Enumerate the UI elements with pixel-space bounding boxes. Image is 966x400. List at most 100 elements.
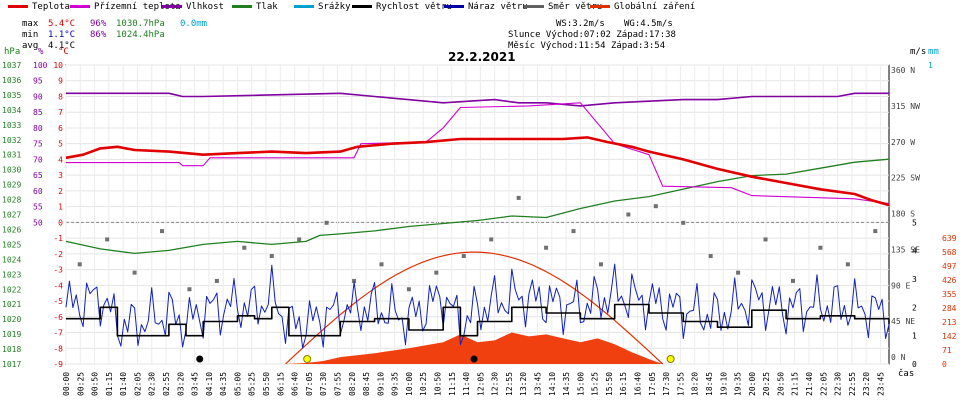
y-tick-hpa: 1023 [2, 270, 21, 279]
y-tick-dir: 225 SW [891, 174, 920, 183]
x-tick-label: 22:05 [819, 372, 828, 396]
stat-max-press: 1030.7hPa [116, 19, 165, 29]
x-tick-label: 08:45 [362, 372, 371, 396]
y-tick-rad: 284 [942, 304, 957, 313]
y-tick-temp: 6 [58, 124, 63, 133]
stat-max-hum: 96% [90, 19, 107, 29]
wind-dir-point [544, 245, 549, 250]
y-tick-temp: 9 [58, 77, 63, 86]
legend-label: Směr větru [548, 2, 603, 12]
x-tick-label: 17:30 [662, 372, 671, 396]
y-tick-pct: 70 [33, 155, 43, 164]
wind-dir-point [763, 237, 768, 242]
y-tick-temp: -6 [53, 313, 63, 322]
x-tick-label: 15:00 [576, 372, 585, 396]
y-tick-dir: 270 W [891, 138, 915, 147]
wind-dir-point [132, 270, 137, 275]
legend-swatch [232, 5, 252, 8]
legend-swatch [70, 5, 90, 8]
x-tick-label: 04:10 [205, 372, 214, 396]
y-tick-temp: 5 [58, 140, 63, 149]
wind-dir-point [269, 254, 274, 259]
wind-dir-point [790, 278, 795, 283]
y-tick-rad: 426 [942, 276, 957, 285]
y-tick-rad: 568 [942, 248, 957, 257]
wind-dir-point [214, 278, 219, 283]
x-tick-label: 23:20 [862, 372, 871, 396]
y-tick-hpa: 1032 [2, 136, 21, 145]
legend-label: Vlhkost [186, 2, 224, 12]
x-tick-label: 21:40 [805, 372, 814, 396]
y-tick-dir: 45 NE [891, 317, 915, 326]
plot-frame [65, 64, 890, 365]
wind-dir-point [516, 195, 521, 200]
info-moon: Měsíc Východ:11:54 Západ:3:54 [508, 41, 666, 51]
x-tick-label: 17:05 [648, 372, 657, 396]
x-tick-label: 06:40 [291, 372, 300, 396]
y-tick-dir: 180 S [891, 210, 915, 219]
legend-item: Směr větru [524, 2, 602, 16]
x-tick-label: 15:25 [591, 372, 600, 396]
y-tick-rad: 497 [942, 262, 957, 271]
y-tick-rad: 142 [942, 332, 957, 341]
humidity-line [66, 92, 889, 107]
wind-dir-point [324, 220, 329, 225]
stat-avg-temp: 4.1°C [48, 41, 76, 51]
y-tick-ms: 1 [912, 332, 917, 341]
y-tick-hpa: 1036 [2, 76, 21, 85]
radiation-area [285, 332, 663, 364]
y-tick-temp: 0 [58, 218, 63, 227]
x-tick-label: 13:45 [534, 372, 543, 396]
y-tick-temp: 2 [58, 187, 63, 196]
x-tick-label: 05:25 [248, 372, 257, 396]
wind-dir-point [571, 229, 576, 234]
x-tick-label: 14:10 [548, 372, 557, 396]
y-tick-pct: 75 [33, 140, 43, 149]
wind-dir-point [187, 287, 192, 292]
y-tick-hpa: 1026 [2, 225, 21, 234]
wind-dir-point [352, 278, 357, 283]
x-tick-label: 12:05 [476, 372, 485, 396]
x-tick-label: 12:55 [505, 372, 514, 396]
chart-title: 22.2.2021 [448, 50, 516, 64]
x-tick-label: 05:50 [262, 372, 271, 396]
legend-label: Globální záření [614, 2, 696, 12]
y-tick-temp: -7 [53, 329, 63, 338]
legend-label: Rychlost větru [376, 2, 452, 12]
wind-dir-point [845, 262, 850, 267]
wind-dir-point [297, 237, 302, 242]
x-tick-label: 07:55 [333, 372, 342, 396]
y-tick-dir: 315 NW [891, 102, 920, 111]
wind-dir-point [873, 229, 878, 234]
ground-temp-line [66, 102, 890, 205]
legend-swatch [8, 5, 28, 8]
x-tick-label: 07:30 [319, 372, 328, 396]
x-tick-label: 20:00 [748, 372, 757, 396]
y-tick-ms: 2 [912, 303, 917, 312]
y-tick-temp: -9 [53, 360, 63, 369]
wind-speed-line [66, 303, 890, 337]
x-tick-label: 16:40 [634, 372, 643, 396]
info-wg: WG:4.5m/s [624, 19, 673, 29]
temperature-line [65, 136, 890, 207]
x-tick-label: 19:10 [719, 372, 728, 396]
legend-item: Přízemní teplota [70, 2, 181, 16]
y-tick-ms: 3 [912, 275, 917, 284]
x-tick-label: 22:55 [848, 372, 857, 396]
unit-cas: čas [898, 369, 915, 379]
x-tick-label: 05:00 [233, 372, 242, 396]
info-ws: WS:3.2m/s [556, 19, 605, 29]
y-tick-temp: -1 [53, 234, 63, 243]
y-tick-hpa: 1029 [2, 181, 21, 190]
legend-swatch [524, 5, 544, 8]
legend-item: Tlak [232, 2, 278, 16]
legend-swatch [352, 5, 372, 8]
x-tick-label: 06:15 [276, 372, 285, 396]
unit-ms: m/s [910, 47, 927, 57]
y-tick-temp: -3 [53, 266, 63, 275]
x-tick-label: 03:45 [191, 372, 200, 396]
y-tick-hpa: 1037 [2, 61, 21, 70]
y-tick-pct: 90 [33, 92, 43, 101]
stat-max-temp: 5.4°C [48, 19, 76, 29]
x-tick-label: 08:20 [348, 372, 357, 396]
